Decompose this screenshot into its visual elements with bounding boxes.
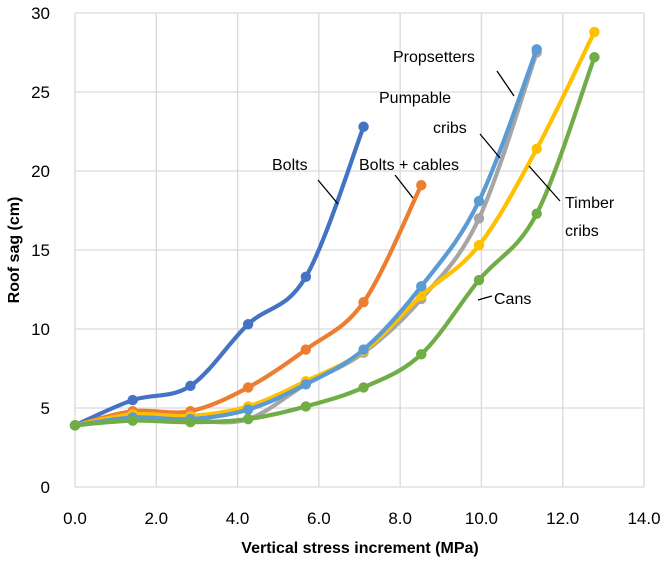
annotation-leader-pumpable-cribs [479, 133, 501, 159]
y-tick-label: 15 [31, 241, 50, 260]
data-point-bolts [300, 271, 312, 283]
annotation-timber-cribs: cribs [565, 223, 599, 240]
data-point-cans [300, 401, 312, 412]
annotation-cans: Cans [494, 291, 531, 308]
data-point-cans [473, 274, 485, 286]
data-point-cans [127, 415, 138, 426]
data-point-cans [185, 417, 196, 428]
data-point-cans [531, 208, 542, 219]
data-point-timber-cribs [473, 240, 485, 251]
annotation-leader-cans [477, 295, 493, 301]
annotations: Bolts Bolts + cables Propsetters Pumpabl… [272, 49, 615, 308]
data-point-bolts-cables [300, 344, 312, 355]
x-tick-label: 4.0 [226, 509, 250, 528]
annotation-bolts-cables: Bolts + cables [359, 157, 459, 174]
data-point-bolts [242, 319, 254, 330]
data-point-propsetters [300, 379, 312, 390]
series-line-timber-cribs [72, 29, 597, 428]
series-cans [69, 52, 600, 431]
data-point-cans [589, 52, 600, 63]
annotation-leader-propsetters [496, 70, 515, 97]
x-tick-label: 2.0 [144, 509, 168, 528]
data-point-pumpable-cribs [473, 213, 485, 224]
data-point-cans [242, 413, 254, 425]
annotation-bolts: Bolts [272, 157, 308, 174]
data-point-propsetters [416, 281, 427, 292]
data-point-cans [358, 382, 369, 393]
x-tick-label: 0.0 [63, 509, 87, 528]
x-tick-labels: 0.0 2.0 4.0 6.0 8.0 10.0 12.0 14.0 [63, 509, 660, 528]
data-point-timber-cribs [531, 143, 542, 155]
data-point-bolts [127, 394, 138, 406]
y-tick-label: 0 [41, 478, 50, 497]
data-point-propsetters [473, 195, 485, 207]
data-point-propsetters [531, 44, 542, 55]
annotation-propsetters: Propsetters [393, 49, 475, 66]
y-tick-label: 10 [31, 320, 50, 339]
x-tick-label: 10.0 [465, 509, 498, 528]
annotation-pumpable-cribs: cribs [433, 120, 467, 137]
x-tick-label: 6.0 [307, 509, 331, 528]
annotation-leader-timber-cribs [528, 165, 561, 202]
gridlines [74, 12, 645, 488]
annotation-timber: Timber [565, 195, 615, 212]
x-tick-label: 8.0 [388, 509, 412, 528]
series-line-pumpable-cribs [72, 50, 539, 428]
data-point-bolts [185, 380, 196, 392]
y-tick-label: 25 [31, 83, 50, 102]
data-point-cans [416, 349, 427, 360]
data-point-bolts-cables [242, 382, 254, 393]
data-point-bolts-cables [416, 180, 427, 191]
y-tick-label: 20 [31, 162, 50, 181]
annotation-leader-bolts-cables [394, 174, 414, 199]
series-bolts-cables [69, 180, 427, 431]
data-point-bolts [358, 121, 369, 132]
y-tick-label: 30 [31, 4, 50, 23]
y-axis-label: Roof sag (cm) [6, 197, 23, 304]
x-tick-label: 12.0 [546, 509, 579, 528]
y-tick-labels: 0 5 10 15 20 25 30 [31, 4, 50, 497]
data-point-timber-cribs [416, 290, 427, 302]
data-point-timber-cribs [589, 26, 600, 38]
series-pumpable-cribs [69, 47, 542, 431]
annotation-pumpable: Pumpable [379, 90, 451, 107]
data-point-propsetters [358, 344, 369, 355]
data-point-bolts-cables [358, 296, 369, 308]
data-point-propsetters [242, 404, 254, 415]
y-tick-label: 5 [41, 399, 50, 418]
series-bolts [69, 121, 369, 431]
data-point-cans [69, 420, 81, 431]
x-axis-label: Vertical stress increment (MPa) [241, 540, 478, 557]
x-tick-label: 14.0 [627, 509, 660, 528]
annotation-leader-bolts [317, 179, 339, 205]
series-lines [69, 26, 600, 431]
